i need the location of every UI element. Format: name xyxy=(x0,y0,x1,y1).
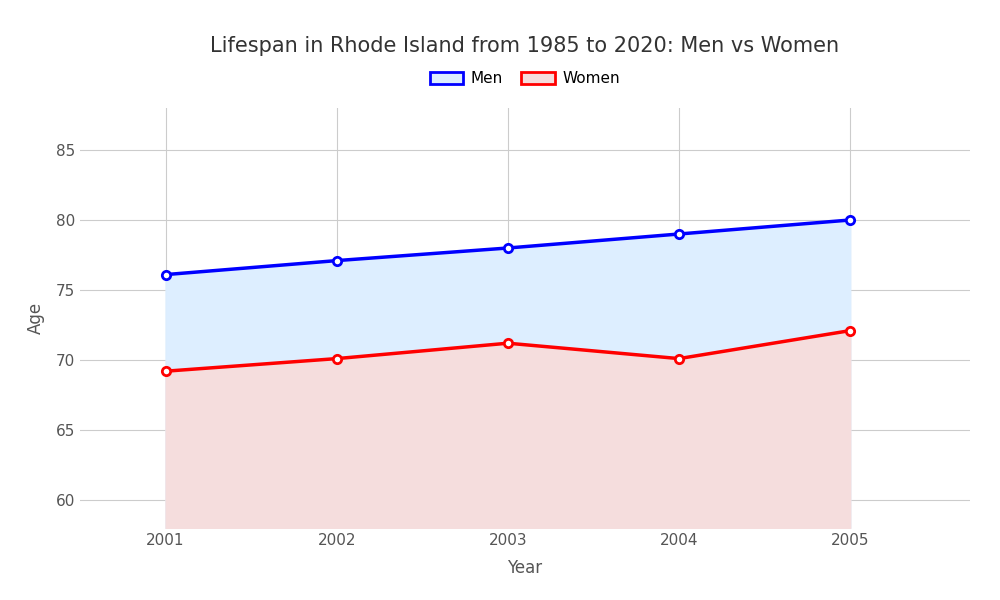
Y-axis label: Age: Age xyxy=(27,302,45,334)
X-axis label: Year: Year xyxy=(507,559,543,577)
Title: Lifespan in Rhode Island from 1985 to 2020: Men vs Women: Lifespan in Rhode Island from 1985 to 20… xyxy=(210,37,840,56)
Legend: Men, Women: Men, Women xyxy=(424,65,626,92)
